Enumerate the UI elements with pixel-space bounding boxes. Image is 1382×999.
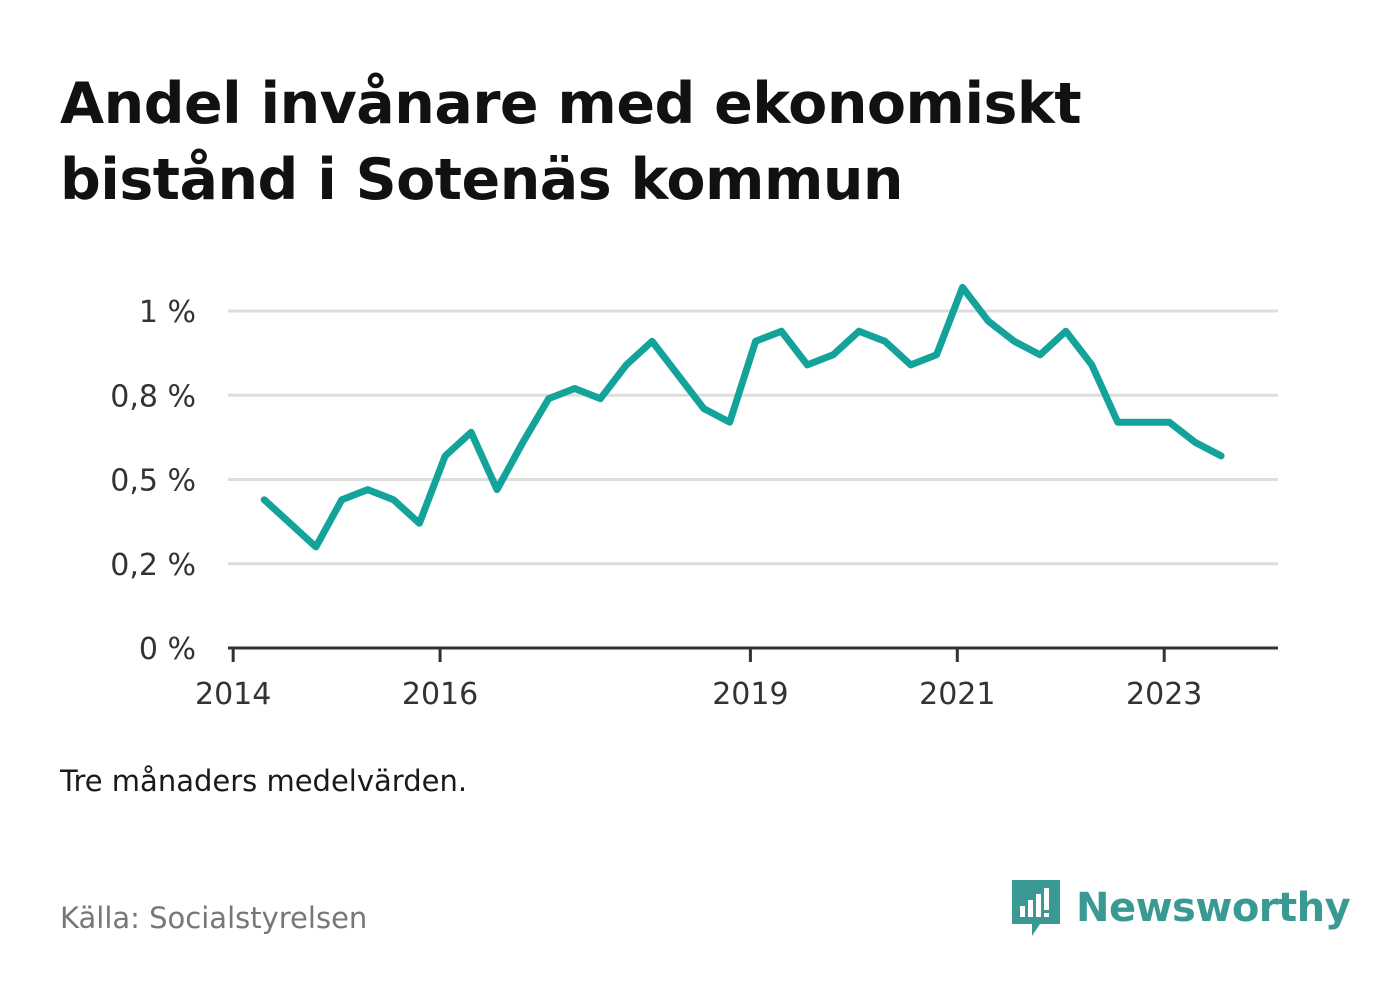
x-tick-label: 2019 — [712, 677, 788, 712]
y-tick-label: 1 % — [139, 295, 196, 330]
x-tick-label: 2021 — [919, 677, 995, 712]
series-layer — [260, 283, 1225, 551]
newsworthy-logo-icon — [1012, 880, 1060, 936]
y-tick-label: 0 % — [139, 632, 196, 667]
page-title: Andel invånare med ekonomiskt bistånd i … — [60, 71, 1082, 213]
x-tick-label: 2023 — [1126, 677, 1202, 712]
source-label: Källa: Socialstyrelsen — [60, 901, 368, 935]
x-tick-label: 2016 — [402, 677, 478, 712]
x-tick-label: 2014 — [195, 677, 271, 712]
x-axis: 2014 2016 2019 2021 2023 — [195, 646, 1278, 712]
y-tick-label: 0,2 % — [110, 548, 196, 583]
y-axis-ticks: 0 % 0,2 % 0,5 % 0,8 % 1 % — [110, 295, 196, 667]
series-line — [260, 283, 1225, 551]
brand-logo: Newsworthy — [1010, 878, 1351, 938]
brand-name: Newsworthy — [1076, 885, 1351, 931]
chart-note: Tre månaders medelvärden. — [60, 764, 468, 798]
y-tick-label: 0,5 % — [110, 464, 196, 499]
y-tick-label: 0,8 % — [110, 379, 196, 414]
